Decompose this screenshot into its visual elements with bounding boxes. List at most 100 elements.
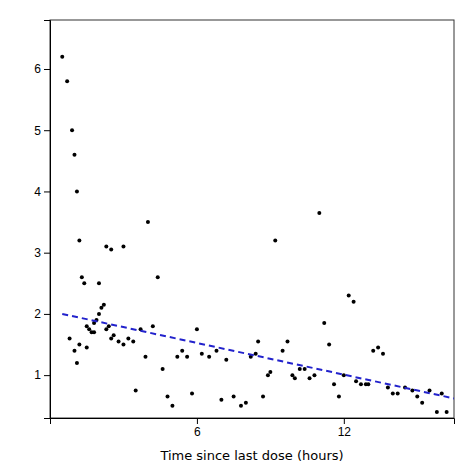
plot-frame [50,20,454,418]
point [371,349,375,353]
point [224,358,228,362]
point [146,220,150,224]
point [77,238,81,242]
tick-label: 2 [34,307,41,321]
point [97,312,101,316]
point [131,339,135,343]
tick-label: 5 [34,124,41,138]
tick-label: 4 [34,185,41,199]
points [60,55,448,414]
tick-mark [44,253,50,254]
point [337,395,341,399]
point [281,349,285,353]
tick-mark [44,191,50,192]
tick-mark [197,418,198,424]
trend-line [62,314,454,398]
point [102,303,106,307]
plot: 612123456 [34,20,454,439]
point [332,382,336,386]
point [175,355,179,359]
point [312,373,316,377]
point [256,339,260,343]
tick: 4 [34,185,50,199]
point [161,367,165,371]
point [190,392,194,396]
y-axis: 1 2 3 4 5 6 [34,21,50,419]
point [410,388,414,392]
point [376,346,380,350]
tick: 1 [34,368,50,382]
tick-mark [44,314,50,315]
point [366,382,370,386]
point [445,410,449,414]
point [75,189,79,193]
point [244,401,248,405]
tick-label: 1 [34,368,41,382]
tick: 2 [34,307,50,321]
point [298,367,302,371]
tick-mark [44,69,50,70]
axis-line [51,419,455,425]
point [121,343,125,347]
point [134,388,138,392]
tick: 6 [34,62,50,76]
point [308,376,312,380]
point [109,248,113,252]
point [156,275,160,279]
tick: 12 [338,418,352,439]
point [359,382,363,386]
point [342,373,346,377]
point [68,336,72,340]
point [117,339,121,343]
point [200,352,204,356]
point [322,321,326,325]
point [121,245,125,249]
point [80,275,84,279]
point [317,211,321,215]
point [151,324,155,328]
point [60,55,64,59]
point [354,379,358,383]
point [107,324,111,328]
point [104,245,108,249]
point [214,349,218,353]
axis-line [44,21,51,419]
point [420,401,424,405]
point [293,376,297,380]
point [112,333,116,337]
point [170,404,174,408]
point [195,327,199,331]
tick: 3 [34,246,50,260]
point [92,330,96,334]
point [232,395,236,399]
point [347,294,351,298]
point [126,336,130,340]
tick-label: 3 [34,246,41,260]
point [75,361,79,365]
point [415,395,419,399]
point [254,352,258,356]
point [72,153,76,157]
point [77,343,81,347]
point [273,238,277,242]
tick-label: 6 [34,62,41,76]
point [396,392,400,396]
tick-label: 6 [194,425,201,439]
tick-mark [344,418,345,424]
tick-mark [44,375,50,376]
x-axis-label: Time since last dose (hours) [159,448,343,463]
point [391,392,395,396]
point [381,352,385,356]
point [268,370,272,374]
point [185,355,189,359]
point [303,367,307,371]
point [207,355,211,359]
point [82,281,86,285]
point [219,398,223,402]
tick: 5 [34,124,50,138]
marks [60,55,454,414]
point [97,281,101,285]
tick: 6 [194,418,201,439]
x-axis: 6 12 [51,418,455,439]
point [143,355,147,359]
